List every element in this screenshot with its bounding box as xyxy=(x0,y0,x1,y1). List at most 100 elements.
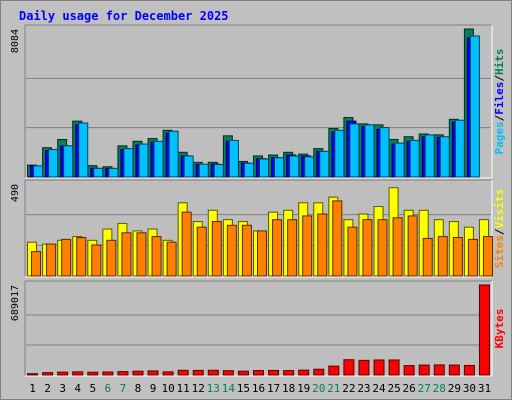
bar-hits-pages-26 xyxy=(409,139,420,178)
bar-visits-sites-17 xyxy=(272,219,283,277)
bar-body xyxy=(241,224,252,277)
x-tick-label-14: 14 xyxy=(222,382,236,395)
bar-kbytes-kbytes-6 xyxy=(102,371,114,376)
bar-kbytes-kbytes-22 xyxy=(343,359,355,376)
bar-kbytes-kbytes-17 xyxy=(268,369,280,376)
ymax-label-kbytes: 689017 xyxy=(10,285,21,321)
bar-body xyxy=(253,370,264,376)
bar-body xyxy=(228,139,239,178)
bar-kbytes-kbytes-7 xyxy=(117,371,129,376)
bar-body xyxy=(123,148,134,178)
bar-body xyxy=(257,230,267,277)
bar-visits-sites-19 xyxy=(302,215,313,277)
bar-body xyxy=(388,359,400,376)
ymax-label-visits: 490 xyxy=(10,184,21,202)
bar-body xyxy=(136,232,147,277)
legend-entry-sites: Sites xyxy=(493,235,506,268)
bar-kbytes-kbytes-20 xyxy=(313,368,325,376)
bar-body xyxy=(48,149,59,178)
bar-visits-sites-21 xyxy=(332,200,343,277)
x-tick-label-27: 27 xyxy=(418,382,431,395)
bar-body xyxy=(31,251,42,277)
bar-body xyxy=(132,370,144,376)
chart-title: Daily usage for December 2025 xyxy=(19,9,229,23)
bar-hits-pages-6 xyxy=(108,167,119,178)
bar-kbytes-kbytes-19 xyxy=(298,369,310,376)
bar-body xyxy=(328,365,340,376)
bar-kbytes-kbytes-23 xyxy=(358,359,370,376)
x-tick-label-17: 17 xyxy=(267,382,280,395)
bar-visits-sites-28 xyxy=(437,236,448,277)
bar-hits-pages-8 xyxy=(138,143,149,178)
bar-kbytes-kbytes-31 xyxy=(478,284,490,376)
bar-body xyxy=(91,244,102,277)
bar-body xyxy=(226,224,237,277)
bar-body xyxy=(319,150,330,178)
bar-body xyxy=(463,364,475,376)
bar-body xyxy=(153,140,164,178)
bar-body xyxy=(482,236,493,277)
bar-body xyxy=(358,359,370,376)
plot-background-kbytes xyxy=(25,281,492,376)
bar-body xyxy=(373,359,385,376)
bar-visits-sites-2 xyxy=(46,243,57,277)
x-tick-label-25: 25 xyxy=(387,382,400,395)
bar-body xyxy=(63,145,74,178)
bar-body xyxy=(317,213,328,277)
bar-kbytes-kbytes-4 xyxy=(72,371,84,376)
bar-hits-pages-16 xyxy=(259,158,269,178)
bar-body xyxy=(409,139,420,178)
bar-body xyxy=(454,119,465,178)
bar-hits-pages-10 xyxy=(168,130,179,178)
bar-body xyxy=(448,364,460,376)
bar-body xyxy=(313,368,325,376)
bar-body xyxy=(478,284,490,376)
bar-kbytes-kbytes-5 xyxy=(87,371,99,376)
x-tick-label-24: 24 xyxy=(372,382,386,395)
x-tick-label-16: 16 xyxy=(252,382,265,395)
bar-body xyxy=(162,371,174,376)
bar-hits-pages-7 xyxy=(123,148,134,178)
bar-hits-pages-21 xyxy=(334,129,345,178)
ymax-label-hits: 8084 xyxy=(10,29,21,53)
bar-hits-pages-5 xyxy=(93,167,104,178)
x-tick-label-1: 1 xyxy=(29,382,36,395)
bar-kbytes-kbytes-15 xyxy=(237,370,249,376)
x-tick-label-19: 19 xyxy=(297,382,310,395)
bar-visits-sites-12 xyxy=(196,226,207,277)
bar-body xyxy=(207,369,219,376)
legend-entry-pages: Pages xyxy=(493,121,506,154)
x-tick-label-30: 30 xyxy=(463,382,476,395)
panel-visits: 490 Sites/Visits xyxy=(10,179,506,278)
legend-visits: Sites/Visits xyxy=(493,189,506,269)
bar-body xyxy=(211,221,222,277)
bar-body xyxy=(93,167,104,178)
bar-visits-sites-20 xyxy=(317,213,328,277)
bar-body xyxy=(349,123,360,178)
x-tick-label-4: 4 xyxy=(74,382,81,395)
bar-kbytes-kbytes-30 xyxy=(463,364,475,376)
bar-kbytes-kbytes-26 xyxy=(403,365,415,376)
legend-entry-files: Files xyxy=(493,82,506,115)
bar-body xyxy=(437,236,448,277)
bar-hits-pages-28 xyxy=(439,136,450,178)
bar-body xyxy=(392,217,403,277)
bar-kbytes-kbytes-24 xyxy=(373,359,385,376)
bar-body xyxy=(222,370,234,376)
bar-body xyxy=(151,236,162,277)
bar-body xyxy=(268,369,280,376)
bar-body xyxy=(407,215,418,277)
bar-body xyxy=(304,156,315,178)
bar-hits-pages-30 xyxy=(469,35,480,178)
bar-body xyxy=(138,143,149,178)
bar-visits-sites-26 xyxy=(407,215,418,277)
bar-body xyxy=(289,155,300,178)
chart-panels: 8084Pages/Files/Hits490Sites/Visits68901… xyxy=(10,24,506,377)
bar-body xyxy=(287,219,298,277)
bar-body xyxy=(418,364,430,376)
bar-body xyxy=(213,164,224,178)
bar-body xyxy=(147,370,159,376)
bar-body xyxy=(183,155,194,178)
